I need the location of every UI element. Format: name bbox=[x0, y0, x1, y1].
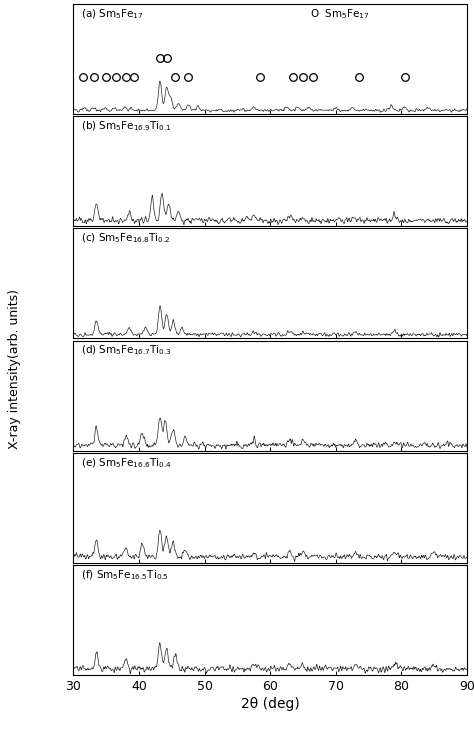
Text: (e) Sm$_5$Fe$_{16.6}$Ti$_{0.4}$: (e) Sm$_5$Fe$_{16.6}$Ti$_{0.4}$ bbox=[82, 456, 172, 470]
Text: (d) Sm$_5$Fe$_{16.7}$Ti$_{0.3}$: (d) Sm$_5$Fe$_{16.7}$Ti$_{0.3}$ bbox=[82, 344, 172, 357]
Text: X-ray intensity(arb. units): X-ray intensity(arb. units) bbox=[8, 289, 21, 449]
Text: O  Sm$_5$Fe$_{17}$: O Sm$_5$Fe$_{17}$ bbox=[310, 7, 369, 21]
Text: (f) Sm$_5$Fe$_{16.5}$Ti$_{0.5}$: (f) Sm$_5$Fe$_{16.5}$Ti$_{0.5}$ bbox=[82, 568, 169, 582]
Text: (b) Sm$_5$Fe$_{16.9}$Ti$_{0.1}$: (b) Sm$_5$Fe$_{16.9}$Ti$_{0.1}$ bbox=[82, 120, 172, 133]
Text: (c) Sm$_5$Fe$_{16.8}$Ti$_{0.2}$: (c) Sm$_5$Fe$_{16.8}$Ti$_{0.2}$ bbox=[82, 232, 171, 245]
X-axis label: 2θ (deg): 2θ (deg) bbox=[241, 697, 300, 711]
Text: (a) Sm$_5$Fe$_{17}$: (a) Sm$_5$Fe$_{17}$ bbox=[82, 7, 144, 21]
